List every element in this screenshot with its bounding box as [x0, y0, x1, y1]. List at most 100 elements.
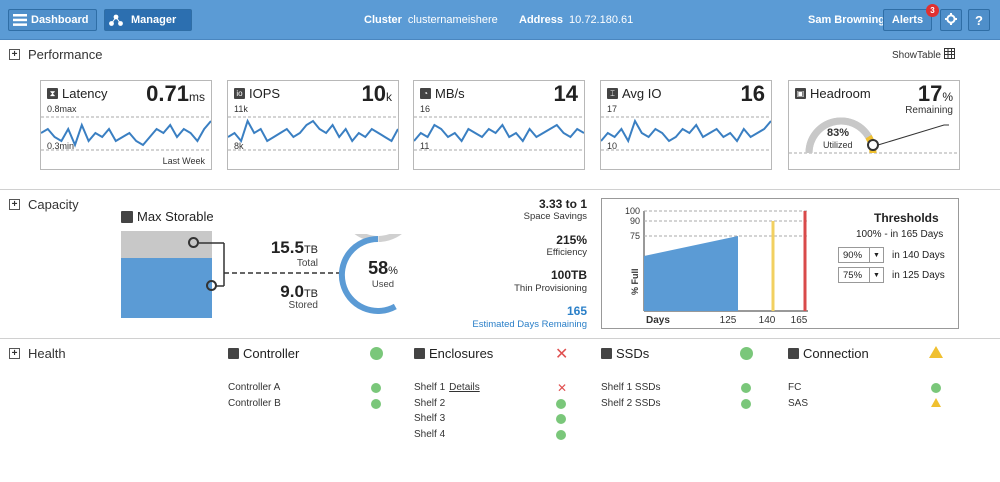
- performance-expand-icon[interactable]: +: [9, 49, 20, 60]
- health-item: Shelf 3: [414, 413, 445, 424]
- health-item: Shelf 2 SSDs: [601, 398, 660, 409]
- details-link[interactable]: Details: [449, 382, 480, 393]
- user-name[interactable]: Sam Browning: [808, 14, 886, 26]
- enclosure-icon: [414, 348, 425, 359]
- threshold-75-value: 75%: [843, 269, 863, 281]
- health-title: Health: [28, 346, 66, 361]
- health-group-title[interactable]: Controller: [228, 346, 299, 361]
- used-gauge-fill: [338, 235, 397, 314]
- person-icon: ▣: [795, 88, 806, 99]
- health-item-name: Controller A: [228, 382, 281, 393]
- space-savings-label: Space Savings: [523, 211, 587, 222]
- status-error-icon: ✕: [557, 381, 568, 395]
- threshold-90-select[interactable]: 90% ▼: [838, 247, 884, 263]
- controller-icon: [228, 348, 239, 359]
- health-group-label: Controller: [243, 346, 300, 361]
- perf-card-3[interactable]: ⌶ Avg IO 16 17 10: [600, 80, 772, 170]
- utilized-label: Utilized: [823, 140, 853, 150]
- perf-card-value: 17%: [918, 81, 953, 107]
- address-key: Address: [519, 14, 564, 26]
- perf-min-label: 10: [607, 141, 618, 151]
- thresholds-title: Thresholds: [874, 211, 939, 225]
- show-table-button[interactable]: ShowTable: [892, 48, 955, 62]
- status-error-icon: ✕: [555, 346, 569, 363]
- total-number: 15.5: [270, 238, 304, 257]
- space-savings-value: 3.33 to 1: [538, 197, 587, 211]
- status-ok-icon: [371, 398, 381, 409]
- sparkline: [41, 120, 211, 148]
- health-expand-icon[interactable]: +: [9, 348, 20, 359]
- health-group-title[interactable]: SSDs: [601, 346, 649, 361]
- health-item: SAS: [788, 398, 808, 409]
- alerts-label: Alerts: [891, 14, 924, 26]
- perf-card-name: Headroom: [810, 86, 871, 101]
- perf-value-number: 0.71: [146, 81, 189, 106]
- cluster-icon: [105, 14, 127, 26]
- stored-unit: TB: [303, 288, 318, 300]
- used-capacity-bar: [121, 258, 212, 318]
- health-item: Controller A: [228, 382, 280, 393]
- health-item-name: Controller B: [228, 397, 281, 409]
- perf-value-unit: ms: [189, 90, 205, 104]
- health-item: FC: [788, 382, 801, 393]
- days-remaining-label: Estimated Days Remaining: [472, 319, 587, 330]
- help-button[interactable]: ?: [968, 9, 990, 31]
- health-item: Shelf 4: [414, 429, 445, 440]
- health-item: Shelf 1 Details: [414, 382, 480, 393]
- perf-card-name: Avg IO: [622, 86, 662, 101]
- chevron-down-icon: ▼: [869, 248, 883, 262]
- perf-card-title: io IOPS: [234, 86, 280, 101]
- health-group-title[interactable]: Enclosures: [414, 346, 493, 361]
- health-item-name: Shelf 4: [414, 428, 446, 440]
- status-ok-icon: [741, 398, 751, 409]
- hamburger-icon: [9, 14, 31, 26]
- status-ok-icon: [739, 346, 753, 360]
- status-warning-icon: [931, 398, 941, 407]
- sparkline-chart: [228, 116, 398, 151]
- perf-card-0[interactable]: ⧗ Latency 0.71ms 0.8max 0.3min Last Week: [40, 80, 212, 170]
- used-number: 58: [368, 258, 389, 278]
- status-ok-icon: [371, 383, 381, 393]
- settings-button[interactable]: [940, 9, 962, 31]
- perf-footer-label: Last Week: [162, 156, 205, 166]
- x-axis-label: Days: [646, 315, 670, 326]
- status-ok-icon: [556, 429, 566, 440]
- used-label: Used: [371, 279, 395, 290]
- health-item-name: Shelf 1: [414, 382, 446, 393]
- y-axis-label: % Full: [630, 269, 640, 296]
- status-ok-icon: [369, 346, 383, 360]
- sparkline-chart: [41, 116, 211, 151]
- status-ok-icon: [741, 383, 751, 393]
- used-percent: 58%: [358, 258, 408, 279]
- storage-icon: [121, 210, 133, 223]
- efficiency-value: 215%: [556, 233, 587, 247]
- perf-card-title: ⧗ Latency: [47, 86, 108, 101]
- used-gauge-track: [354, 234, 402, 242]
- health-item-name: FC: [788, 382, 802, 393]
- sparkline: [228, 118, 398, 144]
- perf-card-1[interactable]: io IOPS 10k 11k 8k: [227, 80, 399, 170]
- perf-value-unit: %: [942, 90, 953, 104]
- section-divider: [0, 189, 1000, 190]
- perf-card-2[interactable]: ◔ MB/s 14 16 11: [413, 80, 585, 170]
- perf-card-value: 16: [741, 81, 765, 107]
- show-table-label: ShowTable: [892, 49, 941, 61]
- threshold-75-select[interactable]: 75% ▼: [838, 267, 884, 283]
- alerts-button[interactable]: Alerts: [883, 9, 932, 31]
- max-storable-label: Max Storable: [137, 209, 214, 224]
- health-group-title[interactable]: Connection: [788, 346, 869, 361]
- health-item: Shelf 2: [414, 398, 445, 409]
- cluster-key: Cluster: [364, 14, 402, 26]
- gear-icon: [945, 12, 957, 28]
- perf-card-4[interactable]: ▣ Headroom 17% Remaining 83% Utilized: [788, 80, 960, 170]
- perf-value-number: 10: [361, 81, 386, 106]
- threshold-panel: 100 90 75 % Full Days 125 140 165 Thresholds 10…: [601, 198, 959, 329]
- dashboard-button[interactable]: Dashboard: [8, 9, 97, 31]
- manager-button[interactable]: Manager: [104, 9, 192, 31]
- perf-card-name: Latency: [62, 86, 108, 101]
- health-item-name: Shelf 1 SSDs: [601, 382, 661, 393]
- capacity-expand-icon[interactable]: +: [9, 199, 20, 210]
- sparkline: [601, 118, 771, 144]
- section-divider: [0, 338, 1000, 339]
- threshold-row-75: 75% ▼ in 125 Days: [838, 267, 945, 283]
